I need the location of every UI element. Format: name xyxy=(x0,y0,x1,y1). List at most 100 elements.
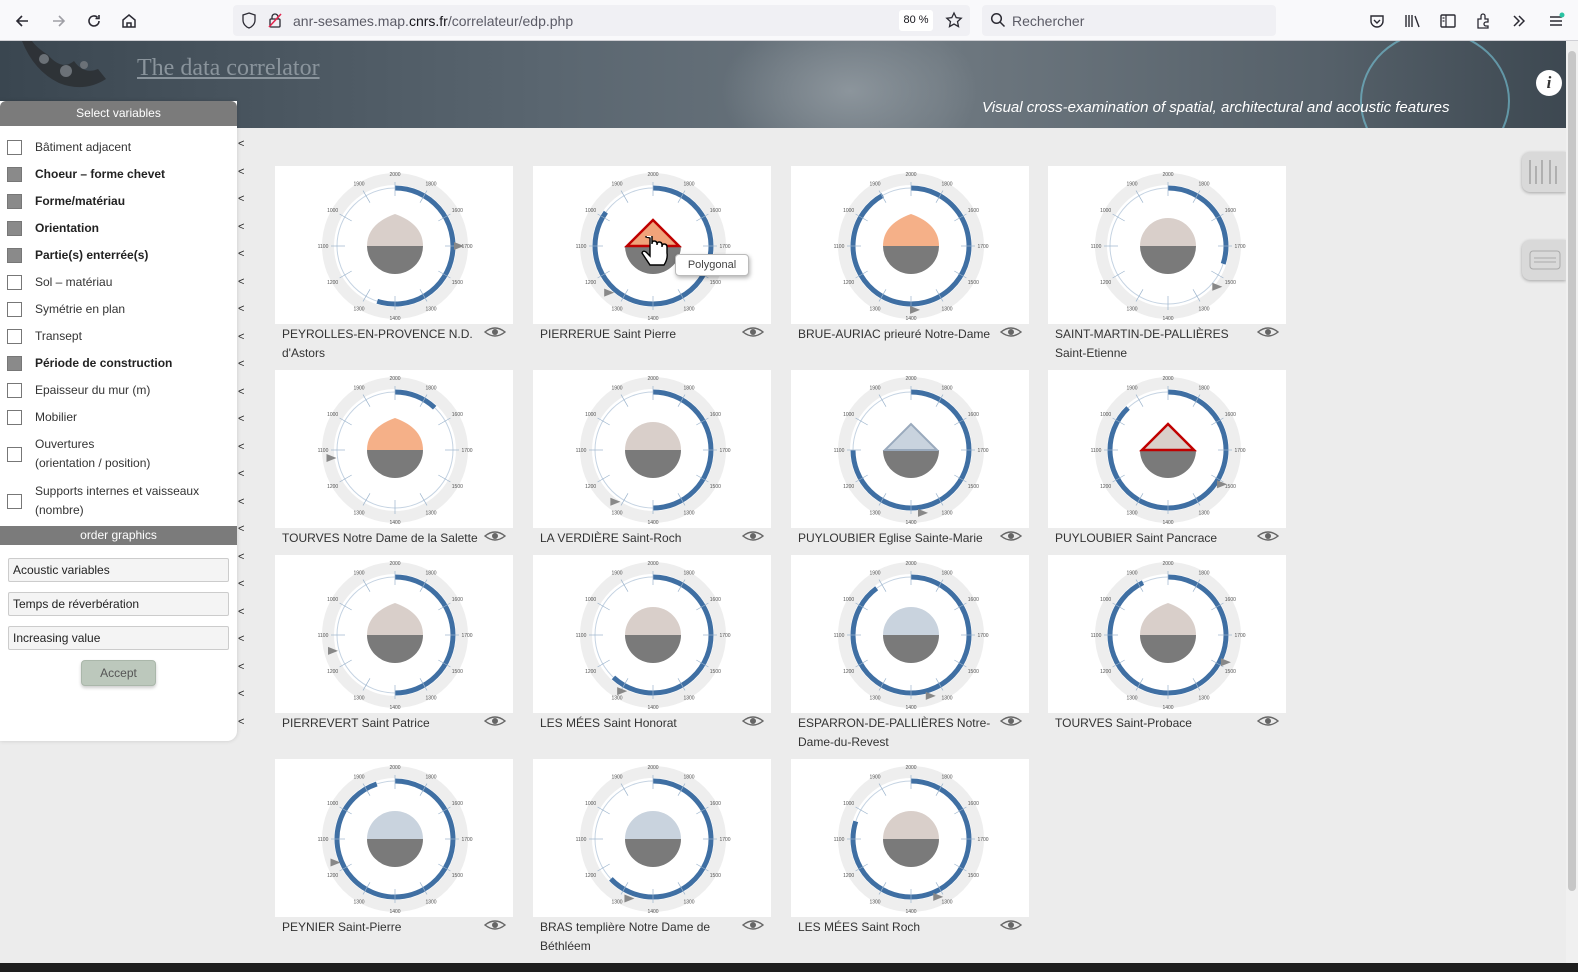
collapse-arrow-icon[interactable]: < xyxy=(238,523,245,535)
eye-icon[interactable] xyxy=(741,714,765,726)
eye-icon[interactable] xyxy=(1256,714,1280,726)
variable-checkbox[interactable] xyxy=(7,167,22,182)
page-scrollbar[interactable] xyxy=(1566,41,1578,972)
church-card[interactable]: 2000 1800 1600 1700 1500 1300 1400 1300 1200 1100… xyxy=(275,370,513,528)
order-select-direction[interactable]: Increasing value xyxy=(8,626,229,650)
variable-checkbox[interactable] xyxy=(7,221,22,236)
church-card[interactable]: 2000 1800 1600 1700 1500 1300 1400 1300 1200 1100… xyxy=(275,166,513,324)
church-card[interactable]: 2000 1800 1600 1700 1500 1300 1400 1300 1200 1100… xyxy=(791,759,1029,917)
url-text[interactable]: anr-sesames.map.cnrs.fr/correlateur/edp.… xyxy=(293,13,573,29)
eye-icon[interactable] xyxy=(741,918,765,930)
reload-icon[interactable] xyxy=(81,8,107,34)
variable-checkbox[interactable] xyxy=(7,410,22,425)
shield-icon[interactable] xyxy=(241,12,257,34)
collapse-arrow-icon[interactable]: < xyxy=(238,248,245,260)
bookmark-star-icon[interactable] xyxy=(945,11,963,34)
variable-row[interactable]: Forme/matériau xyxy=(7,192,205,211)
eye-icon[interactable] xyxy=(999,714,1023,726)
chevet-shape[interactable] xyxy=(625,811,681,839)
church-card[interactable]: 2000 1800 1600 1700 1500 1300 1400 1300 1200 1100… xyxy=(1048,555,1286,713)
legend-widget-icon[interactable] xyxy=(1522,240,1566,280)
variable-checkbox[interactable] xyxy=(7,383,22,398)
eye-icon[interactable] xyxy=(483,714,507,726)
variable-row[interactable]: Bâtiment adjacent xyxy=(7,138,205,157)
chevet-shape[interactable] xyxy=(367,418,423,450)
chevet-shape[interactable] xyxy=(367,811,423,839)
pocket-icon[interactable] xyxy=(1364,8,1390,34)
eye-icon[interactable] xyxy=(741,325,765,337)
variable-row[interactable]: Symétrie en plan xyxy=(7,300,205,319)
eye-icon[interactable] xyxy=(483,529,507,541)
collapse-arrow-icon[interactable]: < xyxy=(238,605,245,618)
collapse-arrow-icon[interactable]: < xyxy=(238,578,245,590)
chevet-shape[interactable] xyxy=(1140,218,1196,246)
variable-row[interactable]: Orientation xyxy=(7,219,205,238)
eye-icon[interactable] xyxy=(483,325,507,337)
search-bar[interactable]: Rechercher xyxy=(982,5,1276,36)
variable-checkbox[interactable] xyxy=(7,446,22,462)
church-card[interactable]: 2000 1800 1600 1700 1500 1300 1400 1300 1200 1100… xyxy=(791,370,1029,528)
collapse-arrow-icon[interactable]: < xyxy=(238,550,245,563)
forward-icon[interactable] xyxy=(46,8,72,34)
collapse-arrow-icon[interactable]: < xyxy=(238,495,245,508)
variable-row[interactable]: Epaisseur du mur (m) xyxy=(7,381,205,400)
variable-checkbox[interactable] xyxy=(7,493,22,509)
collapse-arrow-icon[interactable]: < xyxy=(238,275,245,288)
chevet-shape[interactable] xyxy=(367,214,423,246)
overflow-chevron-icon[interactable] xyxy=(1506,8,1532,34)
collapse-arrow-icon[interactable]: < xyxy=(238,440,245,453)
ruler-widget-icon[interactable] xyxy=(1522,152,1566,192)
church-card[interactable]: 2000 1800 1600 1700 1500 1300 1400 1300 1200 1100… xyxy=(533,555,771,713)
collapse-arrow-icon[interactable]: < xyxy=(238,303,245,315)
variable-checkbox[interactable] xyxy=(7,302,22,317)
chevet-shape[interactable] xyxy=(367,603,423,635)
collapse-arrow-icon[interactable]: < xyxy=(238,633,245,645)
collapse-arrow-icon[interactable]: < xyxy=(238,165,245,178)
eye-icon[interactable] xyxy=(1256,325,1280,337)
variable-row[interactable]: Transept xyxy=(7,327,205,346)
eye-icon[interactable] xyxy=(999,918,1023,930)
collapse-arrow-icon[interactable]: < xyxy=(238,193,245,205)
variable-row[interactable]: Période de construction xyxy=(7,354,205,373)
church-card[interactable]: 2000 1800 1600 1700 1500 1300 1400 1300 1200 1100… xyxy=(533,370,771,528)
collapse-arrow-icon[interactable]: < xyxy=(238,715,245,728)
eye-icon[interactable] xyxy=(741,529,765,541)
variable-row[interactable]: Ouvertures (orientation / position) xyxy=(7,435,155,473)
eye-icon[interactable] xyxy=(999,529,1023,541)
insecure-lock-icon[interactable] xyxy=(267,12,283,34)
variable-row[interactable]: Supports internes et vaisseaux (nombre) xyxy=(7,482,205,520)
variable-row[interactable]: Mobilier xyxy=(7,408,205,427)
chevet-shape[interactable] xyxy=(1140,603,1196,635)
back-icon[interactable] xyxy=(9,8,35,34)
eye-icon[interactable] xyxy=(999,325,1023,337)
variable-checkbox[interactable] xyxy=(7,275,22,290)
collapse-arrow-icon[interactable]: < xyxy=(238,220,245,233)
collapse-arrow-icon[interactable]: < xyxy=(238,413,245,425)
menu-icon[interactable] xyxy=(1543,8,1569,34)
chevet-shape[interactable] xyxy=(625,607,681,635)
variable-row[interactable]: Sol – matériau xyxy=(7,273,205,292)
chevet-shape[interactable] xyxy=(883,811,939,839)
info-icon[interactable]: i xyxy=(1536,70,1562,96)
collapse-arrow-icon[interactable]: < xyxy=(238,330,245,343)
collapse-arrow-icon[interactable]: < xyxy=(238,138,245,150)
variable-checkbox[interactable] xyxy=(7,248,22,263)
church-card[interactable]: 2000 1800 1600 1700 1500 1300 1400 1300 1200 1100… xyxy=(533,759,771,917)
collapse-arrow-icon[interactable]: < xyxy=(238,358,245,370)
eye-icon[interactable] xyxy=(483,918,507,930)
chevet-shape[interactable] xyxy=(625,422,681,450)
scroll-thumb[interactable] xyxy=(1568,51,1576,891)
chevet-shape[interactable] xyxy=(883,214,939,246)
collapse-arrow-icon[interactable]: < xyxy=(238,688,245,700)
variable-row[interactable]: Choeur – forme chevet xyxy=(7,165,205,184)
library-icon[interactable] xyxy=(1400,8,1426,34)
church-card[interactable]: 2000 1800 1600 1700 1500 1300 1400 1300 1200 1100… xyxy=(1048,370,1286,528)
extensions-icon[interactable] xyxy=(1471,8,1497,34)
chevet-shape[interactable] xyxy=(882,422,940,451)
url-bar[interactable]: anr-sesames.map.cnrs.fr/correlateur/edp.… xyxy=(233,5,970,36)
variable-checkbox[interactable] xyxy=(7,356,22,371)
sidebar-icon[interactable] xyxy=(1435,8,1461,34)
church-card[interactable]: 2000 1800 1600 1700 1500 1300 1400 1300 1200 1100… xyxy=(1048,166,1286,324)
site-title[interactable]: The data correlator xyxy=(137,55,320,81)
variable-checkbox[interactable] xyxy=(7,329,22,344)
